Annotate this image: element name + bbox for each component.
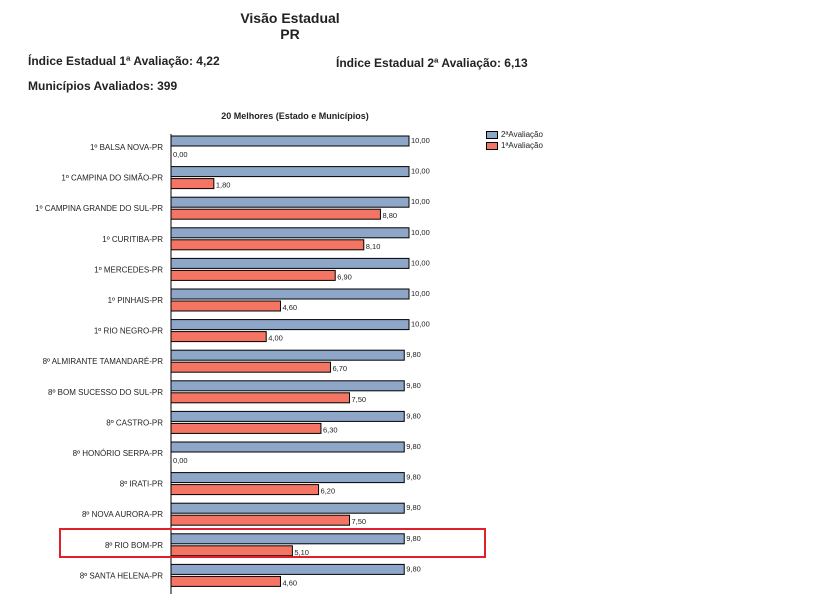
highlight-box-rio-bom <box>59 528 486 558</box>
municipios-avaliados: Municípios Avaliados: 399 <box>28 79 178 93</box>
bar-1a-13 <box>170 545 293 557</box>
bar-1a-12 <box>170 514 350 526</box>
bar-2a-5 <box>170 288 410 300</box>
value-label-2a-0: 10,00 <box>411 136 430 145</box>
value-label-1a-13: 5,10 <box>294 548 309 557</box>
value-label-1a-1: 1,80 <box>216 181 231 190</box>
indice-1-avaliacao: Índice Estadual 1ª Avaliação: 4,22 <box>28 54 220 68</box>
category-label-5: 1º PINHAIS-PR <box>108 296 164 305</box>
value-label-1a-9: 6,30 <box>323 425 338 434</box>
legend-swatch-second <box>486 130 498 139</box>
bar-1a-5 <box>170 300 281 312</box>
value-label-2a-12: 9,80 <box>406 503 421 512</box>
value-label-1a-11: 6,20 <box>321 487 336 496</box>
value-label-2a-11: 9,80 <box>406 473 421 482</box>
legend-item-second: 2ªAvaliação <box>486 129 543 140</box>
category-label-7: 8º ALMIRANTE TAMANDARÉ-PR <box>43 357 164 366</box>
chart-legend: 2ªAvaliação 1ªAvaliação <box>486 129 543 151</box>
category-label-4: 1º MERCEDES-PR <box>94 265 163 274</box>
value-label-2a-6: 10,00 <box>411 320 430 329</box>
bar-2a-6 <box>170 319 410 331</box>
value-label-1a-14: 4,60 <box>282 578 297 587</box>
value-label-1a-5: 4,60 <box>282 303 297 312</box>
value-label-1a-3: 8,10 <box>366 242 381 251</box>
bar-2a-10 <box>170 441 405 453</box>
legend-item-first: 1ªAvaliação <box>486 140 543 151</box>
value-label-2a-13: 9,80 <box>406 534 421 543</box>
value-label-2a-4: 10,00 <box>411 258 430 267</box>
bar-2a-12 <box>170 502 405 514</box>
bar-2a-7 <box>170 349 405 361</box>
category-label-10: 8º HONÓRIO SERPA-PR <box>73 449 164 458</box>
bar-1a-14 <box>170 575 281 587</box>
category-label-1: 1º CAMPINA DO SIMÃO-PR <box>61 174 163 183</box>
value-label-1a-8: 7,50 <box>352 395 367 404</box>
value-label-1a-7: 6,70 <box>332 364 347 373</box>
legend-label-first: 1ªAvaliação <box>501 141 543 150</box>
value-label-2a-5: 10,00 <box>411 289 430 298</box>
category-label-3: 1º CURITIBA-PR <box>102 235 163 244</box>
category-label-2: 1º CAMPINA GRANDE DO SUL-PR <box>35 204 163 213</box>
value-label-1a-0: 0,00 <box>173 150 188 159</box>
value-label-2a-3: 10,00 <box>411 228 430 237</box>
bar-2a-14 <box>170 563 405 575</box>
bar-2a-13 <box>170 533 405 545</box>
value-label-2a-8: 9,80 <box>406 381 421 390</box>
bar-2a-2 <box>170 196 410 208</box>
value-label-2a-2: 10,00 <box>411 197 430 206</box>
bar-1a-8 <box>170 392 350 404</box>
indice-2-avaliacao: Índice Estadual 2ª Avaliação: 6,13 <box>336 56 528 70</box>
bar-2a-9 <box>170 410 405 422</box>
category-label-11: 8º IRATI-PR <box>120 480 163 489</box>
bar-1a-4 <box>170 269 336 281</box>
bar-2a-0 <box>170 135 410 147</box>
bar-1a-11 <box>170 484 320 496</box>
bar-2a-11 <box>170 472 405 484</box>
value-label-1a-12: 7,50 <box>352 517 367 526</box>
bar-1a-2 <box>170 208 381 220</box>
bar-1a-9 <box>170 422 322 434</box>
bar-2a-3 <box>170 227 410 239</box>
bar-2a-4 <box>170 257 410 269</box>
category-label-14: 8º SANTA HELENA-PR <box>80 571 163 580</box>
category-label-0: 1º BALSA NOVA-PR <box>90 143 163 152</box>
value-label-1a-4: 6,90 <box>337 272 352 281</box>
bar-2a-8 <box>170 380 405 392</box>
category-label-8: 8º BOM SUCESSO DO SUL-PR <box>48 388 163 397</box>
category-label-9: 8º CASTRO-PR <box>106 418 163 427</box>
category-label-13: 8º RIO BOM-PR <box>105 541 163 550</box>
empty-area <box>596 0 819 594</box>
value-label-2a-10: 9,80 <box>406 442 421 451</box>
category-label-6: 1º RIO NEGRO-PR <box>94 327 163 336</box>
value-label-2a-14: 9,80 <box>406 564 421 573</box>
category-label-12: 8º NOVA AURORA-PR <box>82 510 163 519</box>
page-title: Visão Estadual <box>240 10 340 26</box>
bar-1a-1 <box>170 178 215 190</box>
bar-2a-1 <box>170 166 410 178</box>
bar-1a-7 <box>170 361 331 373</box>
bar-1a-3 <box>170 239 365 251</box>
value-label-2a-9: 9,80 <box>406 411 421 420</box>
value-label-1a-10: 0,00 <box>173 456 188 465</box>
value-label-1a-2: 8,80 <box>382 211 397 220</box>
value-label-1a-6: 4,00 <box>268 334 283 343</box>
bar-1a-6 <box>170 331 267 343</box>
value-label-2a-1: 10,00 <box>411 167 430 176</box>
legend-label-second: 2ªAvaliação <box>501 130 543 139</box>
value-label-2a-7: 9,80 <box>406 350 421 359</box>
page-subtitle: PR <box>280 26 300 42</box>
chart-title: 20 Melhores (Estado e Municípios) <box>221 111 369 121</box>
legend-swatch-first <box>486 141 498 150</box>
